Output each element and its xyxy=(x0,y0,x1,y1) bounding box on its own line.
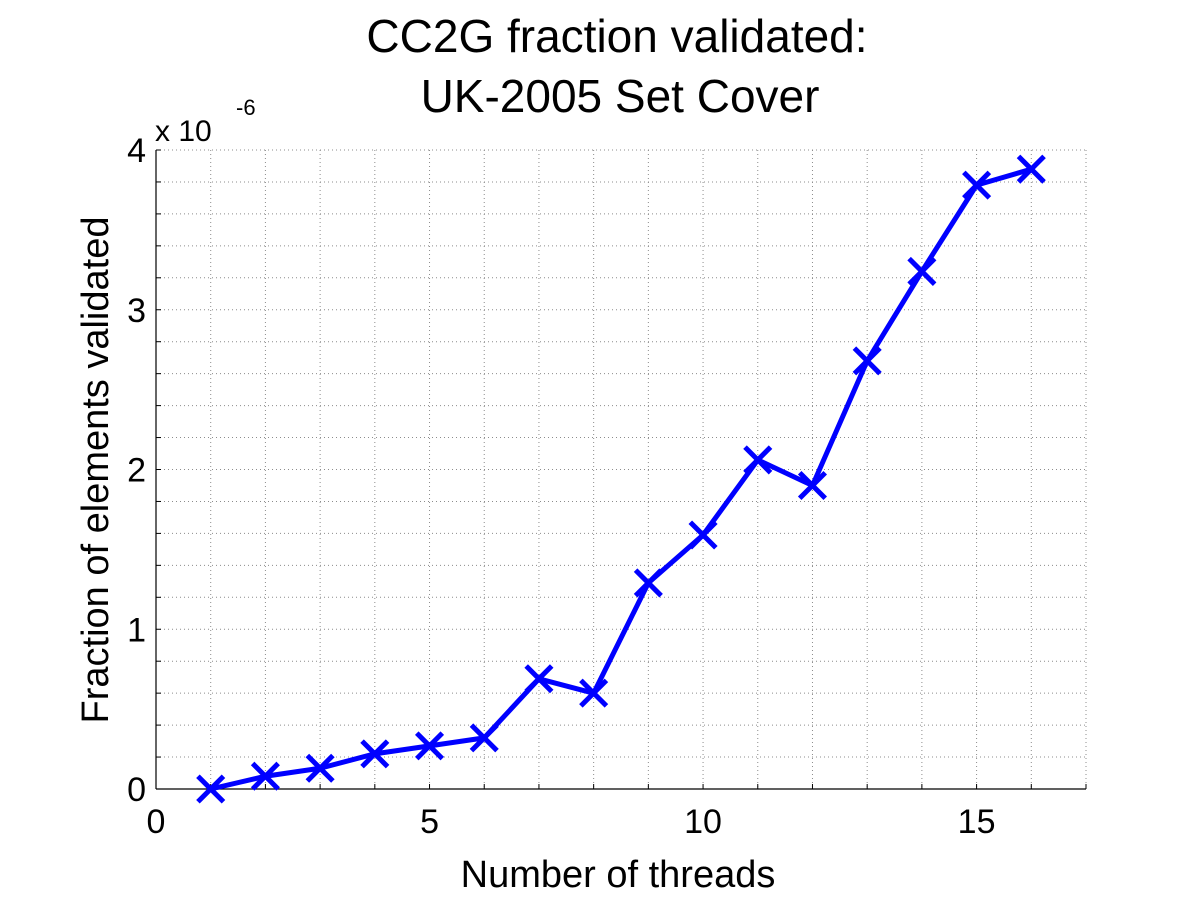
x-tick-label: 5 xyxy=(420,803,439,841)
chart-title-line-1: CC2G fraction validated: xyxy=(366,10,867,62)
y-tick-label: 1 xyxy=(127,611,146,649)
data-point-marker xyxy=(414,731,445,761)
data-point-marker xyxy=(196,774,226,804)
chart-title-line-2: UK-2005 Set Cover xyxy=(421,70,820,122)
data-point-marker xyxy=(250,761,280,791)
data-point-marker xyxy=(688,520,718,550)
data-point-marker xyxy=(633,568,663,598)
y-axis-scale-factor: x 10 -6 xyxy=(155,95,256,148)
series-line xyxy=(210,166,1032,792)
y-tick-label: 3 xyxy=(127,292,146,330)
y-tick-label: 2 xyxy=(127,452,146,490)
y-tick-label: 0 xyxy=(127,771,146,809)
data-point-marker xyxy=(797,470,828,501)
data-point-marker xyxy=(852,346,882,376)
y-axis-label: Fraction of elements validated xyxy=(75,217,117,724)
grid-lines xyxy=(155,149,1087,790)
data-point-marker xyxy=(962,170,992,200)
chart-title: CC2G fraction validated: UK-2005 Set Cov… xyxy=(366,10,867,122)
data-point-marker xyxy=(524,664,554,694)
x-axis-label: Number of threads xyxy=(461,854,776,896)
data-series xyxy=(196,154,1046,804)
x-tick-label: 10 xyxy=(684,803,722,841)
tick-labels: 0 5 10 15 0 1 2 3 4 xyxy=(127,132,995,841)
axes xyxy=(155,149,1087,790)
data-point-marker xyxy=(469,723,499,753)
y-scale-exponent: -6 xyxy=(236,95,256,120)
data-point-marker xyxy=(1016,154,1046,184)
y-tick-label: 4 xyxy=(127,132,146,170)
x-tick-label: 0 xyxy=(147,803,166,841)
x-tick-label: 15 xyxy=(958,803,996,841)
data-point-marker xyxy=(305,753,335,783)
data-point-marker xyxy=(579,678,609,708)
data-point-marker xyxy=(907,256,937,286)
y-scale-prefix: x 10 xyxy=(155,115,212,148)
data-point-marker xyxy=(360,739,390,769)
data-point-marker xyxy=(743,445,773,475)
